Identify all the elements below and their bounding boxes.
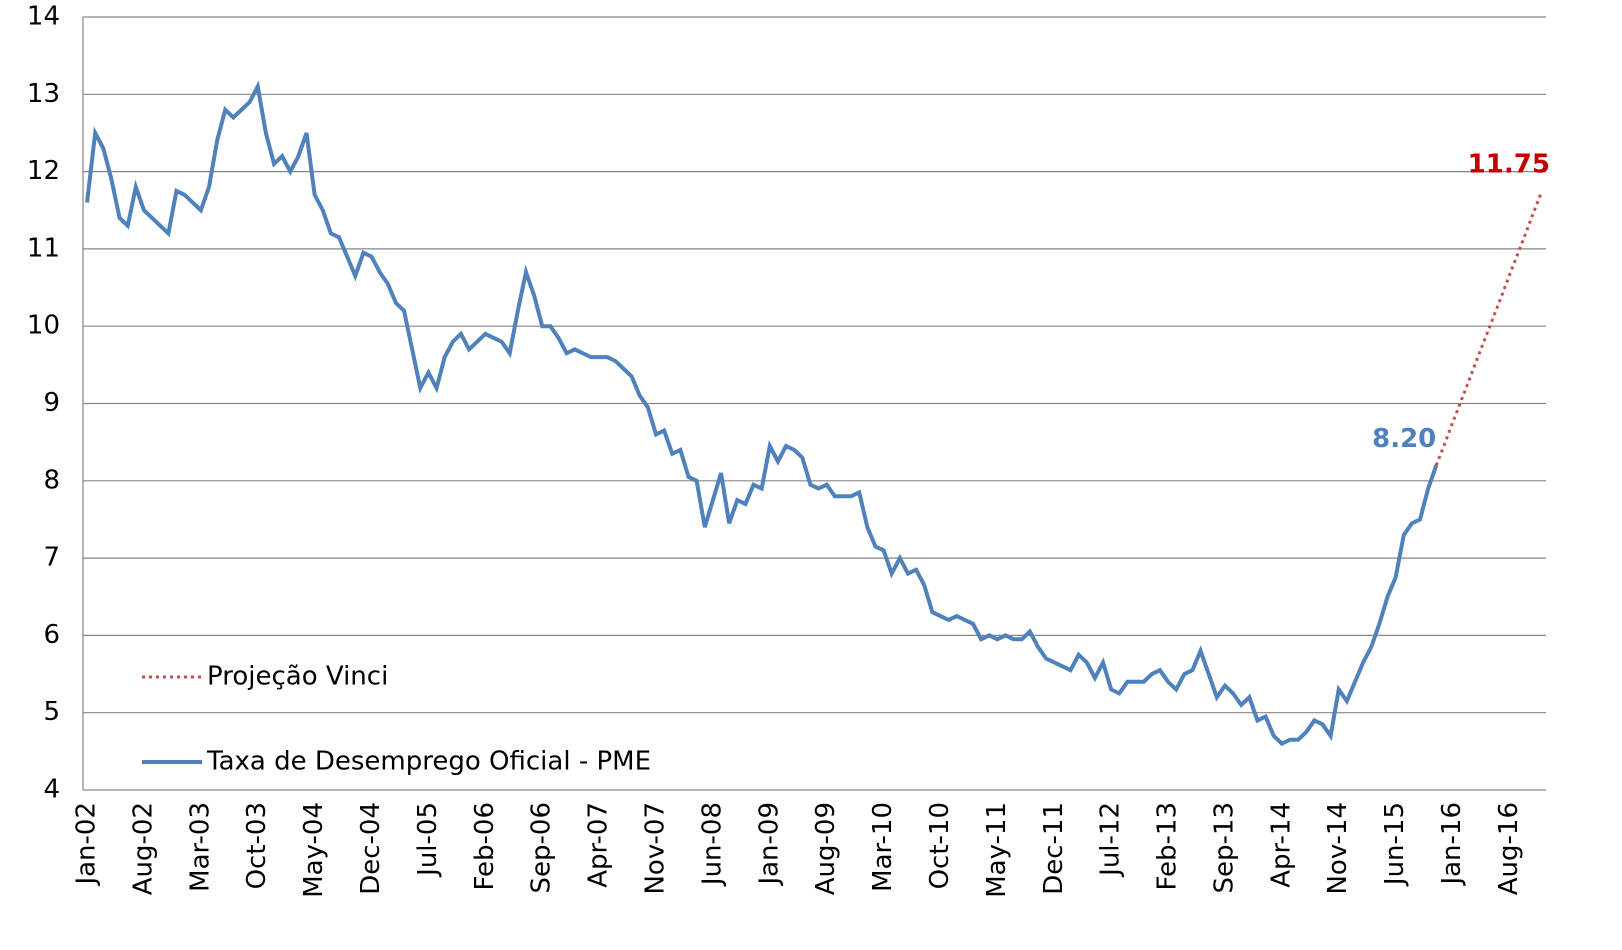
y-tick-label: 14: [27, 2, 60, 32]
x-tick-label: Apr-14: [1266, 802, 1296, 888]
x-tick-label: Oct-10: [925, 802, 955, 889]
x-tick-label: Sep-13: [1209, 802, 1239, 893]
x-tick-label: Nov-07: [641, 802, 671, 895]
x-tick-label: Oct-03: [242, 802, 272, 889]
x-tick-label: Feb-13: [1153, 802, 1183, 891]
x-tick-label: Jul-05: [413, 802, 443, 878]
x-tick-label: Nov-14: [1323, 802, 1353, 895]
x-tick-label: Aug-02: [128, 802, 158, 895]
x-tick-label: Jul-12: [1096, 802, 1126, 878]
x-tick-label: Mar-10: [868, 802, 898, 892]
x-tick-label: Mar-03: [185, 802, 215, 892]
x-tick-label: Jan-09: [754, 802, 784, 887]
y-tick-label: 11: [27, 233, 60, 263]
x-tick-label: Dec-11: [1039, 802, 1069, 895]
x-tick-label: May-11: [982, 802, 1012, 898]
x-tick-label: Jun-08: [697, 802, 727, 887]
y-tick-label: 7: [43, 543, 60, 573]
legend-label: Taxa de Desemprego Oficial - PME: [206, 747, 651, 777]
data-line: [1434, 190, 1544, 466]
x-tick-label: Aug-09: [811, 802, 841, 895]
y-tick-label: 8: [43, 465, 60, 495]
y-tick-label: 6: [43, 620, 60, 650]
legend-label: Projeção Vinci: [207, 662, 388, 692]
y-tick-label: 4: [43, 775, 60, 805]
y-tick-label: 9: [43, 388, 60, 418]
x-tick-label: Aug-16: [1494, 802, 1524, 895]
data-label: 8.20: [1372, 424, 1436, 454]
x-tick-label: Jan-02: [72, 802, 102, 887]
x-tick-label: Apr-07: [584, 802, 614, 888]
x-tick-label: Feb-06: [470, 802, 500, 891]
x-tick-label: Dec-04: [356, 802, 386, 895]
x-tick-label: Sep-06: [527, 802, 557, 893]
data-label: 11.75: [1468, 149, 1550, 179]
data-line: [85, 80, 1439, 747]
x-tick-label: May-04: [299, 802, 329, 898]
y-tick-label: 10: [27, 311, 60, 341]
y-tick-label: 12: [27, 156, 60, 186]
x-tick-label: Jan-16: [1437, 802, 1467, 887]
y-tick-label: 13: [27, 79, 60, 109]
y-tick-label: 5: [43, 697, 60, 727]
x-tick-label: Jun-15: [1380, 802, 1410, 887]
